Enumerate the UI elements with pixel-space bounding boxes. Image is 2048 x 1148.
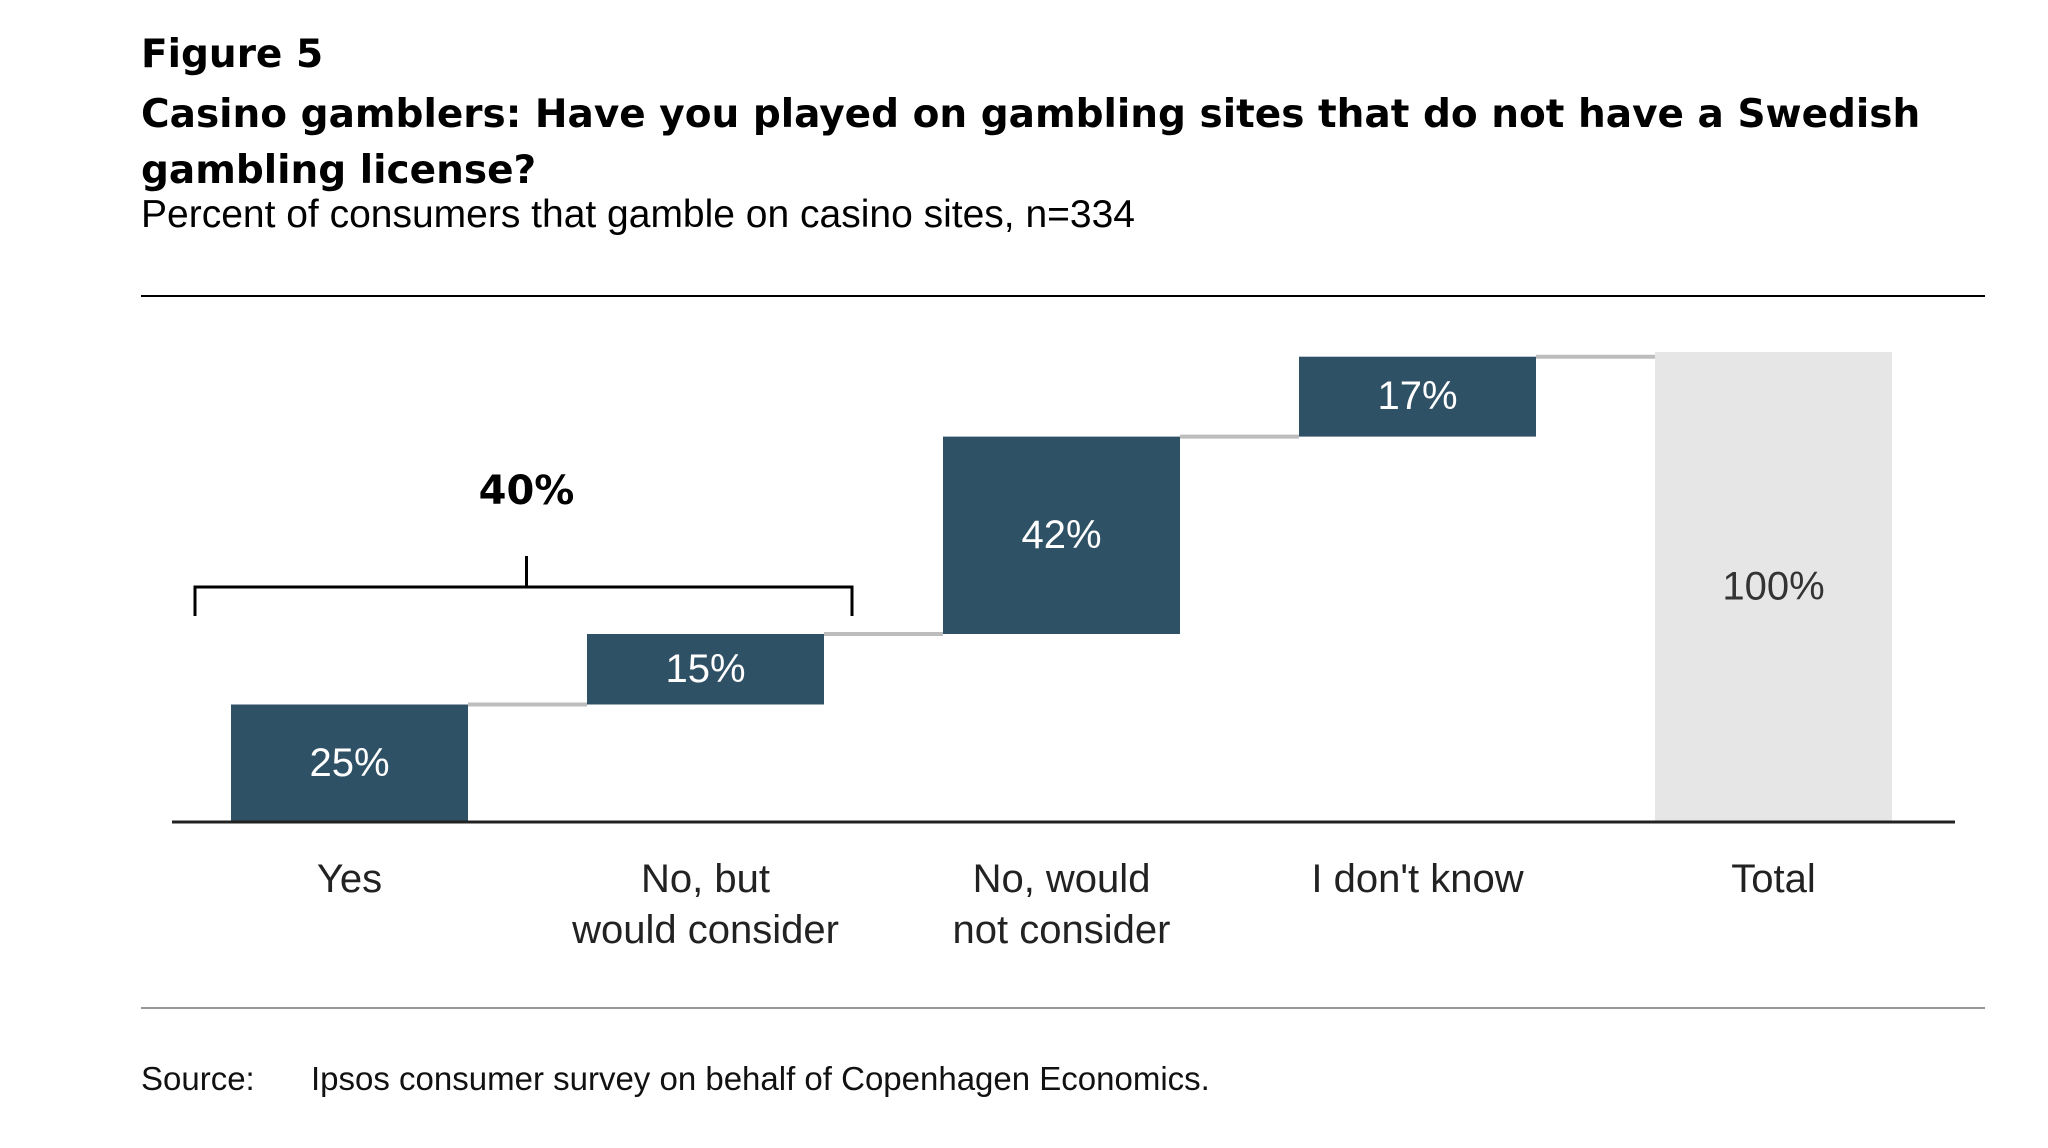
connector-lines: [468, 354, 1655, 707]
bar-0: [231, 704, 468, 822]
source-text: Ipsos consumer survey on behalf of Copen…: [311, 1060, 1210, 1097]
source-label: Source:: [141, 1060, 255, 1097]
bar-value-label-1: 15%: [665, 647, 745, 691]
bar-3: [1299, 356, 1536, 437]
category-label-0-0: Yes: [317, 857, 382, 901]
bar-value-label-2: 42%: [1021, 513, 1101, 557]
bar-value-label-0: 25%: [309, 741, 389, 785]
bar-value-label-3: 17%: [1377, 374, 1457, 418]
bar-2: [943, 436, 1180, 634]
chart-subtitle: Percent of consumers that gamble on casi…: [141, 193, 1135, 236]
bracket-line: [193, 585, 854, 616]
bracket-label: 40%: [479, 468, 575, 514]
bracket-annotation: 40%: [193, 468, 854, 616]
category-label-1-0: No, but: [641, 857, 770, 901]
bar-value-label-4: 100%: [1722, 565, 1824, 609]
category-label-2-0: No, would: [973, 857, 1151, 901]
category-label-1-1: would consider: [571, 908, 839, 952]
category-label-3-0: I don't know: [1311, 857, 1523, 901]
chart-title: Casino gamblers: Have you played on gamb…: [141, 92, 1921, 193]
figure-label: Figure 5: [141, 32, 324, 77]
bar-1: [587, 634, 824, 705]
category-label-2-1: not consider: [953, 908, 1171, 952]
bar-4: [1655, 352, 1892, 822]
category-labels: Yes No, but would consider No, would not con…: [317, 857, 1816, 952]
bar-series: 25% 15% 42% 17% 100%: [231, 352, 1892, 822]
category-label-4-0: Total: [1731, 857, 1816, 901]
